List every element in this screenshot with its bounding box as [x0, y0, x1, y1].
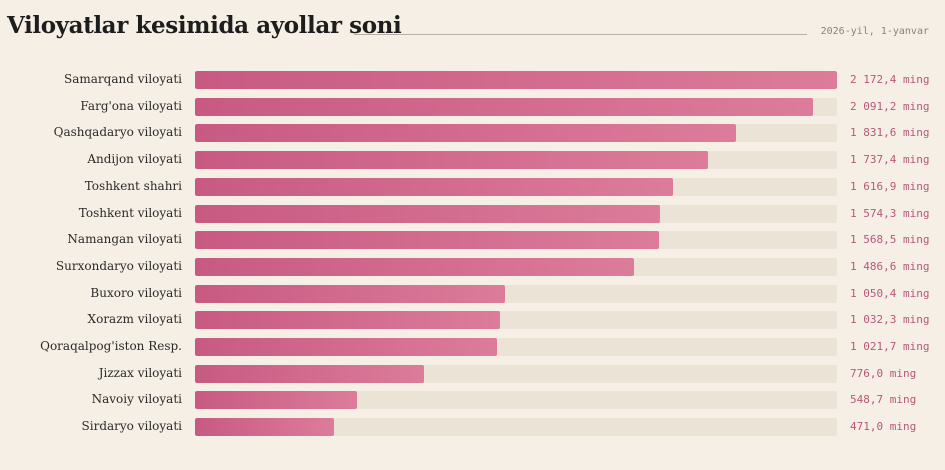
bar-track: [195, 311, 837, 330]
bar-track: [195, 284, 837, 303]
bar: [195, 311, 501, 330]
bar-row: Navoiy viloyati 548,7 ming: [0, 391, 945, 410]
chart-title: Viloyatlar kesimida ayollar soni: [7, 12, 402, 39]
bar-track: [195, 204, 837, 223]
category-label: Toshkent viloyati: [78, 205, 182, 220]
category-label: Navoiy viloyati: [91, 392, 182, 407]
bar-track: [195, 391, 837, 410]
value-label: 471,0 ming: [850, 420, 917, 434]
category-label: Xorazm viloyati: [87, 312, 182, 327]
bar-track: [195, 71, 837, 89]
bar: [195, 391, 358, 410]
title-rule: [354, 34, 807, 35]
bar-row: Buxoro viloyati 1 050,4 ming: [0, 284, 945, 303]
bar-row: Toshkent viloyati 1 574,3 ming: [0, 204, 945, 223]
bar: [195, 257, 635, 276]
category-label: Qashqadaryo viloyati: [53, 125, 182, 140]
value-label: 1 486,6 ming: [850, 259, 930, 273]
bar-row: Qoraqalpog'iston Resp. 1 021,7 ming: [0, 338, 945, 356]
bar-row: Namangan viloyati 1 568,5 ming: [0, 231, 945, 250]
bar-row: Sirdaryo viloyati 471,0 ming: [0, 418, 945, 437]
bar-track: [195, 97, 837, 116]
bar-row: Qashqadaryo viloyati 1 831,6 ming: [0, 124, 945, 143]
value-label: 2 091,2 ming: [850, 99, 930, 113]
bar: [195, 177, 673, 196]
bar-row: Samarqand viloyati 2 172,4 ming: [0, 71, 945, 89]
bar: [195, 97, 813, 116]
value-label: 1 050,4 ming: [850, 286, 930, 300]
bar: [195, 338, 497, 356]
bar: [195, 71, 837, 89]
category-label: Samarqand viloyati: [64, 72, 182, 86]
value-label: 1 616,9 ming: [850, 179, 930, 193]
value-label: 548,7 ming: [850, 393, 917, 407]
chart-header: Viloyatlar kesimida ayollar soni 2026-yi…: [7, 10, 933, 50]
bar-row: Xorazm viloyati 1 032,3 ming: [0, 311, 945, 330]
bar: [195, 418, 335, 437]
value-label: 1 831,6 ming: [850, 126, 930, 140]
bar-row: Jizzax viloyati 776,0 ming: [0, 364, 945, 383]
bar: [195, 124, 737, 143]
category-label: Andijon viloyati: [87, 152, 182, 167]
bar: [195, 231, 659, 250]
category-label: Qoraqalpog'iston Resp.: [40, 339, 182, 353]
bar-track: [195, 231, 837, 250]
bar-row: Andijon viloyati 1 737,4 ming: [0, 151, 945, 170]
bar: [195, 204, 661, 223]
category-label: Farg'ona viloyati: [80, 98, 182, 113]
bar-track: [195, 177, 837, 196]
bar-track: [195, 257, 837, 276]
bar-row: Surxondaryo viloyati 1 486,6 ming: [0, 257, 945, 276]
bar-track: [195, 151, 837, 170]
bar-track: [195, 124, 837, 143]
bar: [195, 364, 425, 383]
value-label: 1 737,4 ming: [850, 153, 930, 167]
category-label: Sirdaryo viloyati: [81, 419, 182, 434]
value-label: 1 568,5 ming: [850, 233, 930, 247]
bar: [195, 151, 709, 170]
bar-track: [195, 338, 837, 356]
bar-track: [195, 364, 837, 383]
bar-row: Farg'ona viloyati 2 091,2 ming: [0, 97, 945, 116]
category-label: Toshkent shahri: [84, 178, 182, 193]
value-label: 2 172,4 ming: [850, 73, 930, 86]
bar-track: [195, 418, 837, 437]
category-label: Surxondaryo viloyati: [55, 258, 182, 273]
value-label: 1 032,3 ming: [850, 313, 930, 327]
category-label: Jizzax viloyati: [98, 365, 182, 380]
bar-row: Toshkent shahri 1 616,9 ming: [0, 177, 945, 196]
value-label: 776,0 ming: [850, 366, 917, 380]
category-label: Buxoro viloyati: [90, 285, 182, 300]
value-label: 1 574,3 ming: [850, 206, 930, 220]
bar: [195, 284, 506, 303]
value-label: 1 021,7 ming: [850, 340, 930, 353]
category-label: Namangan viloyati: [67, 232, 182, 247]
date-caption: 2026-yil, 1-yanvar: [820, 26, 929, 37]
